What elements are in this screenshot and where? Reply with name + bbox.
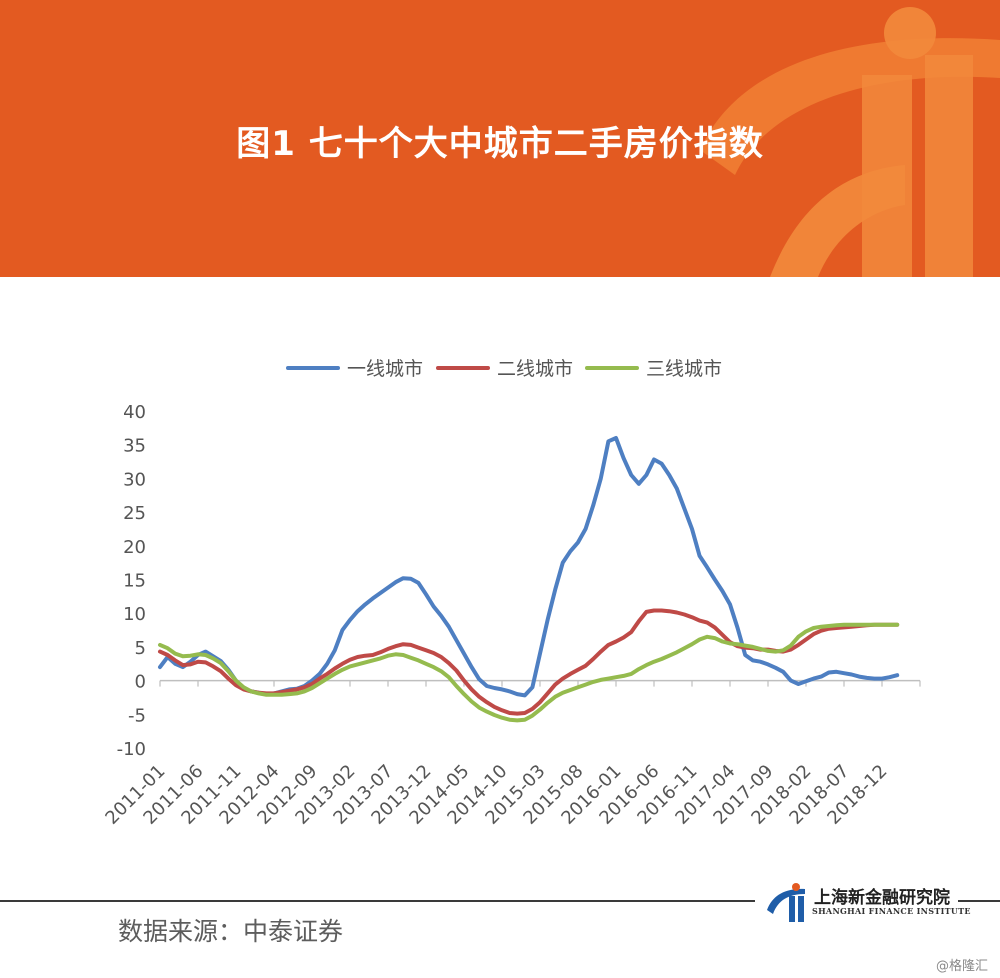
y-tick-label: 30 [123, 469, 146, 490]
legend-label-2: 二线城市 [497, 358, 573, 380]
footer-divider [0, 900, 755, 902]
y-axis: -10 -5 0 5 10 15 20 25 30 35 40 [117, 402, 146, 760]
watermark: @格隆汇 [935, 959, 988, 974]
y-tick-label: -10 [117, 739, 146, 760]
y-tick-label: 20 [123, 537, 146, 558]
series-lines [158, 436, 900, 723]
y-tick-label: 10 [123, 604, 146, 625]
title-banner: 图1 七十个大中城市二手房价指数 [0, 0, 1000, 277]
y-tick-label: 15 [123, 571, 146, 592]
page-title: 图1 七十个大中城市二手房价指数 [236, 124, 764, 164]
data-source: 数据来源：中泰证券 [118, 917, 344, 946]
legend-label-1: 一线城市 [347, 358, 423, 380]
x-tick-labels: 2011-012011-062011-112012-042012-092013-… [101, 761, 891, 829]
series-line-3 [158, 622, 900, 723]
sfi-logo-watermark [700, 7, 1000, 277]
y-tick-label: 5 [135, 638, 146, 659]
y-tick-label: 35 [123, 436, 146, 457]
legend-label-3: 三线城市 [646, 358, 722, 380]
y-tick-label: 25 [123, 503, 146, 524]
footer-divider-right [958, 900, 1000, 902]
series-line-1 [158, 436, 900, 698]
series-line-2 [158, 608, 900, 716]
institute-name-cn: 上海新金融研究院 [814, 888, 950, 908]
y-tick-label: -5 [128, 705, 146, 726]
y-tick-label: 0 [135, 672, 146, 693]
institute-logo-icon [767, 883, 805, 922]
line-chart: 一线城市 二线城市 三线城市 -10 -5 0 5 10 15 20 25 30 35 40 2011-… [101, 358, 921, 829]
institute-name-en: SHANGHAI FINANCE INSTITUTE [812, 906, 971, 916]
y-tick-label: 40 [123, 402, 146, 423]
chart-legend: 一线城市 二线城市 三线城市 [286, 358, 722, 380]
